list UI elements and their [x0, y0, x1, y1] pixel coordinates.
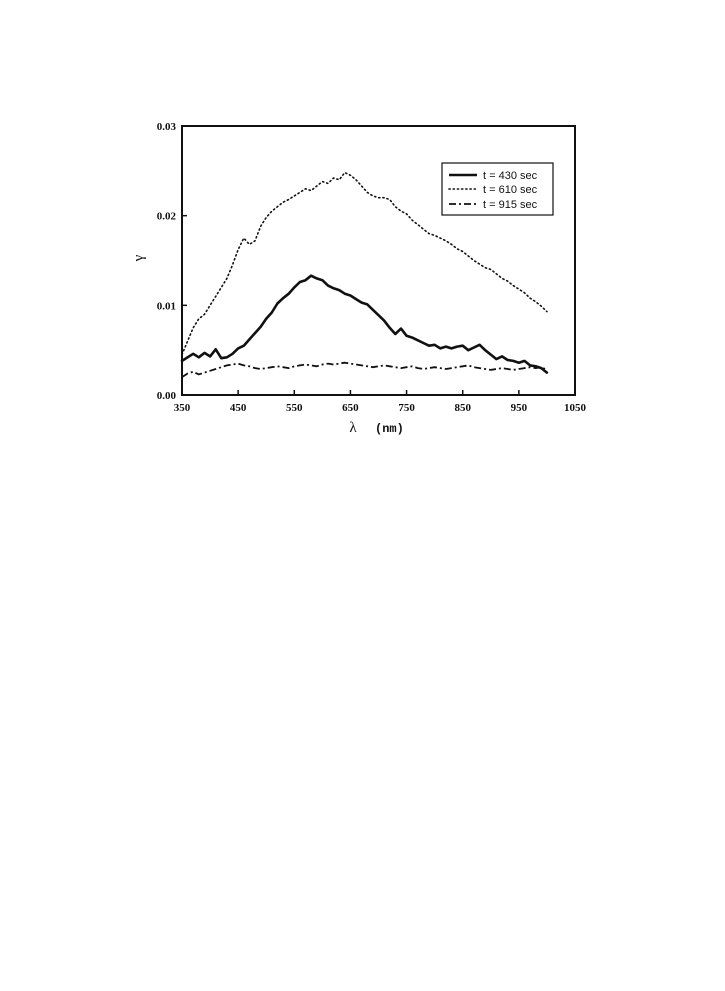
legend-label: t = 610 sec: [483, 184, 538, 196]
y-axis: 0.00 0.01 0.02 0.03: [157, 121, 187, 402]
legend-entry: t = 610 sec: [448, 184, 538, 196]
x-tick-label: 750: [398, 402, 415, 414]
x-tick-label: 950: [511, 402, 528, 414]
series-lines: [180, 171, 549, 378]
y-tick-label: 0.03: [157, 121, 177, 133]
legend: t = 430 sec t = 610 sec t = 915 sec: [441, 162, 554, 216]
x-tick-label: 650: [342, 402, 359, 414]
y-tick-label: 0.01: [157, 300, 176, 312]
y-axis-title: γ: [131, 254, 147, 262]
legend-entry: t = 430 sec: [449, 170, 538, 182]
series-line-dash-dot: [181, 361, 548, 378]
plot-frame: [181, 125, 576, 396]
x-tick-label: 350: [174, 402, 191, 414]
y-tick-label: 0.02: [157, 211, 177, 223]
x-axis-title: λ: [349, 420, 357, 436]
series-line-dotted: [181, 171, 548, 356]
legend-label: t = 430 sec: [483, 170, 538, 182]
x-tick-label: 550: [286, 402, 303, 414]
x-axis: 350 450 550 650 750 850 950 1050: [174, 390, 587, 414]
series-line-solid: [180, 274, 549, 374]
legend-label: t = 915 sec: [483, 199, 538, 211]
x-tick-label: 1050: [564, 402, 587, 414]
x-tick-label: 850: [454, 402, 471, 414]
x-tick-label: 450: [230, 402, 247, 414]
y-tick-label: 0.00: [157, 390, 177, 402]
x-axis-unit: (nm): [375, 422, 404, 436]
legend-box: [441, 162, 554, 216]
legend-entry: t = 915 sec: [449, 199, 538, 211]
